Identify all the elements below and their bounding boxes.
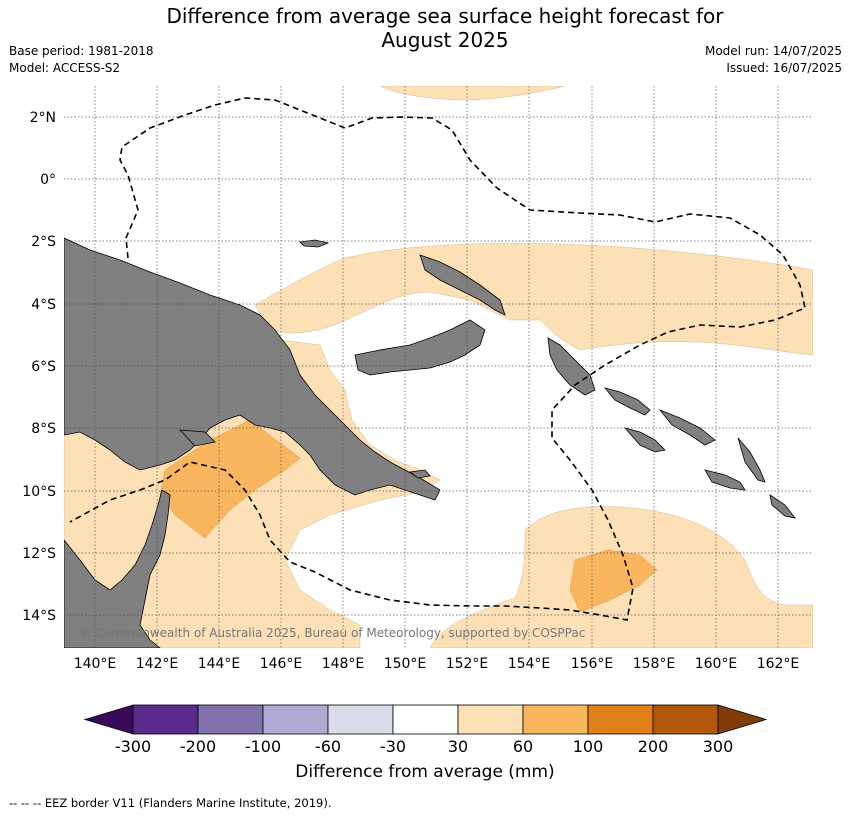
lon-label: 148°E [322, 656, 365, 672]
colorbar-swatch [457, 704, 524, 735]
lon-label: 152°E [446, 656, 489, 672]
lon-label: 160°E [695, 656, 738, 672]
band-30-60-central [254, 243, 813, 356]
gridlines [64, 86, 813, 648]
issued-date: Issued: 16/07/2025 [726, 61, 842, 75]
colorbar-label: Difference from average (mm) [295, 762, 555, 782]
lat-label: 10°S [22, 484, 56, 500]
land-new-guinea [64, 237, 441, 501]
map-title: Difference from average sea surface heig… [0, 4, 850, 52]
lat-label: 0° [40, 172, 56, 188]
eez-legend-note: -- -- -- EEZ border V11 (Flanders Marine… [9, 796, 332, 810]
lon-label: 142°E [136, 656, 179, 672]
land-new-britain [354, 319, 486, 376]
colorbar-tick: -300 [115, 737, 151, 756]
base-period: Base period: 1981-2018 [9, 44, 154, 58]
colorbar-tick: -60 [315, 737, 341, 756]
model-name: Model: ACCESS-S2 [9, 61, 121, 75]
band-30-60-north [379, 86, 566, 101]
land-bougainville [547, 337, 596, 396]
colorbar-tick: 60 [513, 737, 533, 756]
title-line-2: August 2025 [381, 28, 509, 52]
colorbar-swatch [587, 704, 654, 735]
lon-label: 156°E [571, 656, 614, 672]
metadata-right: Model run: 14/07/2025 Issued: 16/07/2025 [705, 43, 842, 77]
colorbar-swatch [262, 704, 329, 735]
colorbar-swatch [327, 704, 394, 735]
colorbar-tick: -30 [380, 737, 406, 756]
lon-label: 146°E [260, 656, 303, 672]
land-new-ireland [419, 254, 506, 316]
land-solomon-4 [704, 469, 746, 491]
title-line-1: Difference from average sea surface heig… [166, 4, 724, 28]
colorbar-tick: 30 [448, 737, 468, 756]
land-solomon-5 [737, 437, 766, 483]
land-solomon-1 [603, 387, 651, 416]
land-cape-york [64, 489, 171, 648]
colorbar-tick: 100 [573, 737, 604, 756]
colorbar-swatch [197, 704, 264, 735]
land-torres-island [179, 429, 216, 447]
lon-label: 140°E [74, 656, 117, 672]
colorbar-tick: 300 [703, 737, 734, 756]
land-louisiades [408, 469, 431, 479]
colorbar-extend-high [717, 704, 768, 735]
colorbar-tick: 200 [638, 737, 669, 756]
metadata-left: Base period: 1981-2018 Model: ACCESS-S2 [9, 43, 154, 77]
longitude-labels: 140°E 142°E 144°E 146°E 148°E 150°E 152°… [74, 656, 800, 672]
lon-label: 150°E [384, 656, 427, 672]
lon-label: 162°E [757, 656, 800, 672]
model-run: Model run: 14/07/2025 [704, 44, 842, 58]
lon-label: 144°E [198, 656, 241, 672]
band-60-100-west [159, 419, 301, 539]
lat-label: 8°S [31, 421, 56, 437]
colorbar-extend-low [83, 704, 134, 735]
lat-label: 14°S [22, 608, 56, 624]
land [64, 237, 796, 648]
map-area: © Commonwealth of Australia 2025, Bureau… [64, 86, 813, 648]
latitude-labels: 2°N 0° 2°S 4°S 6°S 8°S 10°S 12°S 14°S [22, 110, 56, 624]
colorbar-ticks: -300 -200 -100 -60 -30 30 60 100 200 300 [115, 737, 733, 756]
colorbar-tick: -200 [180, 737, 216, 756]
land-solomon-3 [623, 427, 666, 453]
lon-label: 154°E [508, 656, 551, 672]
colorbar-swatch [392, 704, 459, 735]
lat-label: 2°N [30, 110, 56, 126]
lat-label: 6°S [31, 359, 56, 375]
colorbar-swatch [522, 704, 589, 735]
colorbar-swatch [132, 704, 199, 735]
land-solomon-2 [658, 409, 716, 446]
land-solomon-6 [769, 494, 796, 519]
lat-label: 12°S [22, 546, 56, 562]
eez-border [69, 97, 806, 621]
colorbar-tick: -100 [245, 737, 281, 756]
lat-label: 4°S [31, 297, 56, 313]
land-manus [299, 239, 330, 248]
colorbar-swatch [652, 704, 719, 735]
colorbar [83, 704, 768, 735]
copyright-notice: © Commonwealth of Australia 2025, Bureau… [80, 626, 585, 640]
lon-label: 158°E [633, 656, 676, 672]
lat-label: 2°S [31, 234, 56, 250]
